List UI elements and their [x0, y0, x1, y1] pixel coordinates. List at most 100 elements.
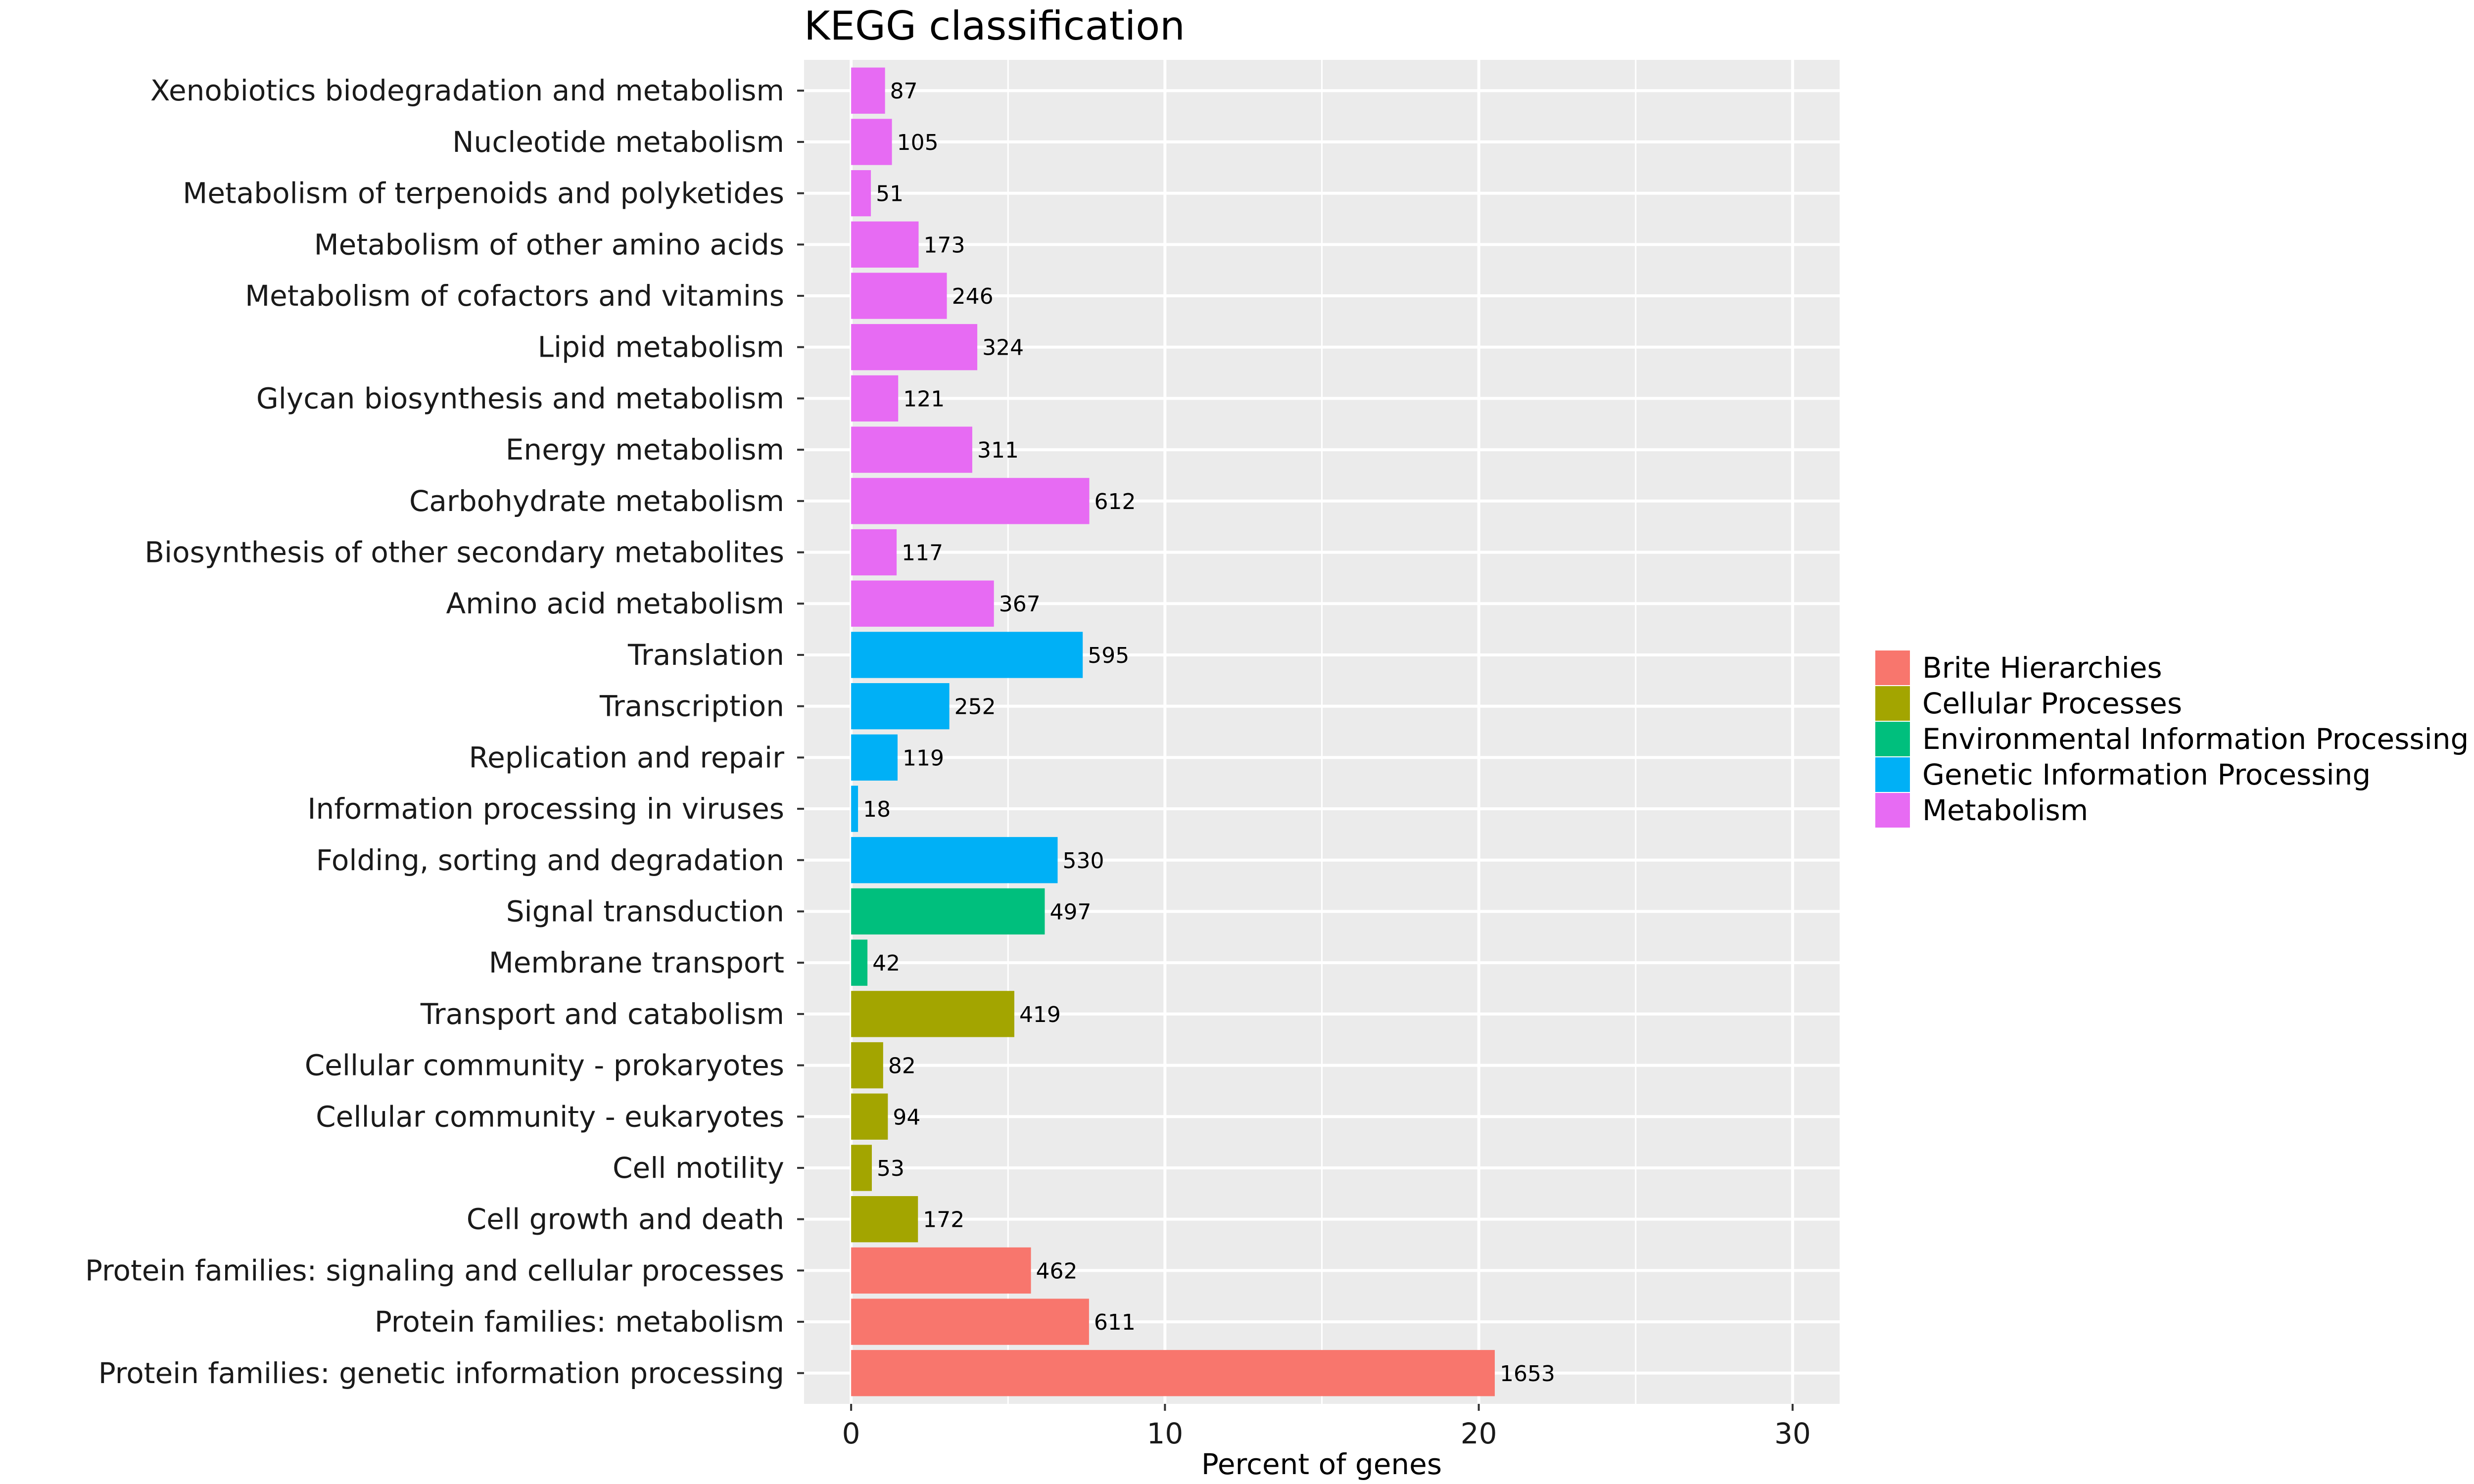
bar-value-label: 311 — [977, 438, 1019, 463]
bar — [851, 478, 1090, 524]
legend-label: Genetic Information Processing — [1922, 758, 2371, 791]
bar-value-label: 595 — [1088, 643, 1129, 668]
bar — [851, 939, 868, 986]
y-tick-label: Glycan biosynthesis and metabolism — [256, 381, 784, 415]
bar — [851, 1145, 872, 1191]
y-tick-label: Cellular community - prokaryotes — [305, 1049, 784, 1082]
x-tick-label: 20 — [1461, 1417, 1497, 1450]
legend-label: Brite Hierarchies — [1922, 651, 2162, 685]
bar — [851, 221, 919, 268]
bar — [851, 888, 1045, 935]
bar-value-label: 105 — [897, 130, 939, 155]
y-tick-label: Cell growth and death — [467, 1203, 784, 1236]
y-tick-label: Protein families: genetic information pr… — [98, 1356, 784, 1390]
y-tick-label: Metabolism of other amino acids — [314, 228, 784, 261]
bar-value-label: 612 — [1094, 489, 1136, 514]
y-tick-label: Signal transduction — [506, 894, 784, 928]
bar-value-label: 1653 — [1500, 1361, 1555, 1387]
y-tick-label: Information processing in viruses — [307, 792, 784, 826]
bar — [851, 170, 871, 217]
bar — [851, 632, 1083, 678]
legend-key — [1875, 722, 1910, 756]
bar-value-label: 172 — [923, 1207, 964, 1233]
bar-value-label: 18 — [863, 797, 891, 822]
bar — [851, 67, 885, 114]
bar-value-label: 246 — [952, 284, 994, 309]
bar-value-label: 497 — [1049, 899, 1091, 925]
y-tick-label: Protein families: metabolism — [375, 1305, 784, 1339]
y-tick-label: Cellular community - eukaryotes — [316, 1100, 784, 1133]
bar — [851, 734, 898, 781]
y-tick-label: Lipid metabolism — [538, 330, 784, 364]
bar-value-label: 173 — [923, 232, 965, 258]
bar-value-label: 82 — [888, 1054, 916, 1079]
bar — [851, 1042, 883, 1089]
bar — [851, 786, 858, 832]
y-tick-label: Amino acid metabolism — [446, 587, 784, 620]
bar-value-label: 252 — [954, 695, 996, 720]
bar-value-label: 419 — [1019, 1002, 1061, 1027]
bars: 87 105 51 173 246 324 121 311 612 117 367 595 252 119… — [851, 67, 1555, 1396]
y-tick-label: Xenobiotics biodegradation and metabolis… — [150, 74, 784, 107]
bar-value-label: 611 — [1094, 1310, 1136, 1335]
bar-value-label: 53 — [877, 1156, 904, 1181]
bar-value-label: 87 — [890, 79, 918, 104]
x-tick-label: 10 — [1146, 1417, 1183, 1450]
bar-value-label: 462 — [1036, 1258, 1078, 1284]
y-tick-label: Folding, sorting and degradation — [316, 843, 784, 877]
bar — [851, 273, 947, 319]
bar — [851, 1247, 1031, 1294]
bar-value-label: 51 — [876, 182, 904, 207]
chart-title: KEGG classification — [804, 3, 1185, 49]
bar-value-label: 117 — [902, 541, 943, 566]
legend-label: Cellular Processes — [1922, 687, 2182, 720]
bar — [851, 426, 972, 473]
bar — [851, 991, 1014, 1037]
y-tick-label: Replication and repair — [469, 741, 784, 774]
bar — [851, 1093, 888, 1140]
bar-value-label: 530 — [1062, 848, 1104, 874]
y-tick-label: Metabolism of terpenoids and polyketides — [183, 177, 784, 210]
y-tick-label: Transcription — [599, 690, 784, 723]
legend-label: Environmental Information Processing — [1922, 722, 2469, 756]
bar-value-label: 119 — [903, 745, 944, 771]
bar — [851, 1196, 918, 1243]
y-tick-label: Transport and catabolism — [420, 997, 784, 1031]
x-tick-label: 30 — [1774, 1417, 1811, 1450]
bar-value-label: 367 — [999, 592, 1041, 617]
x-axis: 0 10 20 30 — [842, 1404, 1811, 1450]
y-tick-label: Nucleotide metabolism — [452, 125, 784, 159]
bar — [851, 1298, 1089, 1345]
legend-label: Metabolism — [1922, 793, 2088, 827]
legend-key — [1875, 686, 1910, 721]
bar — [851, 580, 994, 627]
bar-value-label: 94 — [893, 1105, 920, 1130]
bar — [851, 683, 950, 730]
y-tick-label: Carbohydrate metabolism — [409, 484, 784, 518]
bar-value-label: 121 — [903, 386, 945, 412]
legend-key — [1875, 757, 1910, 792]
legend-key — [1875, 650, 1910, 685]
gridlines — [804, 60, 1840, 1404]
y-tick-label: Translation — [627, 638, 784, 672]
bar-value-label: 324 — [982, 335, 1024, 361]
x-axis-title: Percent of genes — [1201, 1447, 1442, 1481]
y-tick-label: Membrane transport — [489, 946, 784, 979]
y-axis-labels: Xenobiotics biodegradation and metabolis… — [85, 74, 804, 1390]
bar — [851, 1350, 1495, 1396]
y-tick-label: Protein families: signaling and cellular… — [85, 1253, 784, 1287]
y-tick-label: Cell motility — [613, 1151, 784, 1185]
y-tick-label: Energy metabolism — [506, 433, 784, 466]
bar — [851, 837, 1058, 883]
bar — [851, 375, 899, 422]
bar — [851, 529, 897, 576]
bar-value-label: 42 — [872, 951, 900, 976]
x-tick-label: 0 — [842, 1417, 860, 1450]
bar — [851, 119, 892, 165]
y-tick-label: Biosynthesis of other secondary metaboli… — [144, 536, 784, 569]
bar — [851, 324, 978, 371]
legend-key — [1875, 793, 1910, 828]
y-tick-label: Metabolism of cofactors and vitamins — [245, 279, 784, 313]
